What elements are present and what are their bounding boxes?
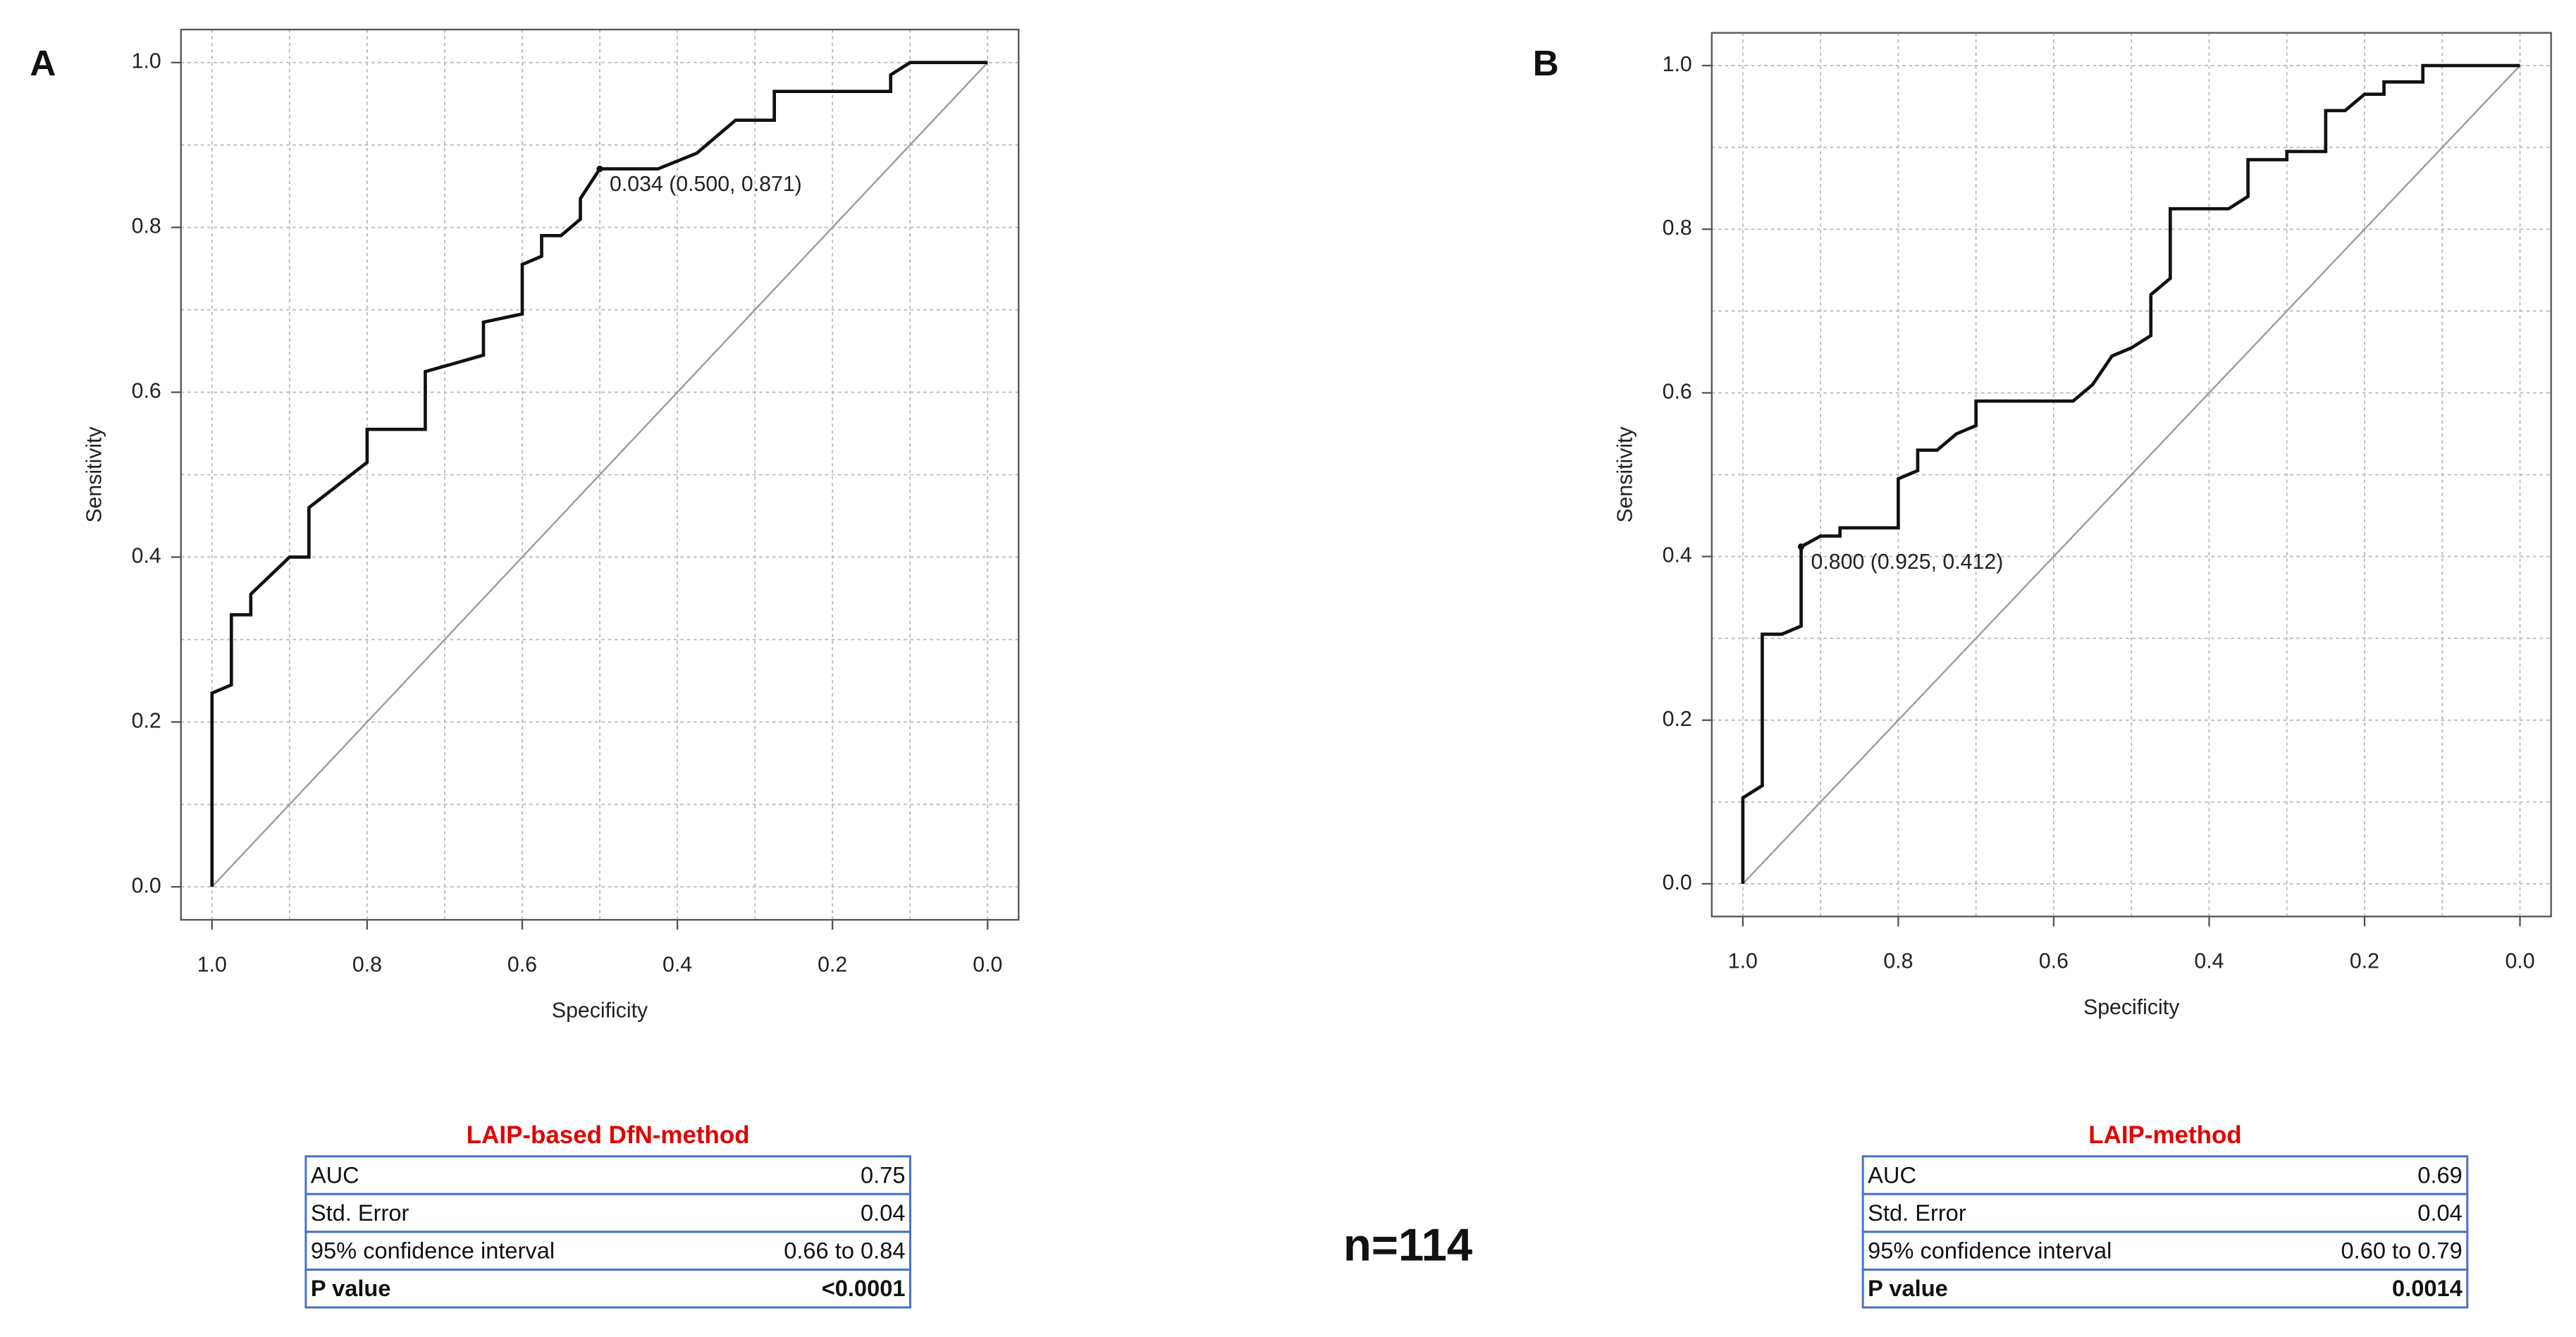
x-axis-title: Specificity	[2083, 996, 2180, 1019]
table-cell: Std. Error	[311, 1200, 409, 1226]
table-cell: 0.04	[2417, 1200, 2462, 1226]
x-tick-label: 0.2	[2350, 950, 2379, 973]
x-tick-label: 0.4	[663, 953, 692, 976]
roc-panel: B 1.0 0.8 0.6 0.4 0.2 0.0 0.0 0.2 0.4 0.6 0.8 1.0 Spe…	[1533, 32, 2552, 1309]
panel-label: A	[30, 43, 56, 83]
cutoff-point	[1797, 543, 1805, 550]
table-cell: 95% confidence interval	[1868, 1238, 2112, 1264]
x-axis-title: Specificity	[552, 999, 648, 1023]
sample-size: n=114	[1343, 1219, 1472, 1270]
roc-panel: A 1.0 0.8 0.6 0.4 0.2 0.0 0.0 0.2 0.4 0.6 0.8 1.0 Spe…	[30, 28, 1020, 1309]
plot-frame	[180, 28, 1020, 921]
y-tick-label: 0.4	[1663, 544, 1692, 567]
x-tick-label: 0.6	[507, 953, 537, 976]
table-row	[1861, 1193, 2469, 1233]
x-tick-label: 1.0	[1728, 950, 1758, 973]
table-row	[1861, 1231, 2469, 1271]
table-cell: <0.0001	[822, 1275, 906, 1301]
table-row	[304, 1268, 912, 1309]
plot-frame	[1711, 32, 2552, 918]
y-tick-label: 0.6	[1663, 380, 1692, 403]
table-cell: 0.69	[2417, 1162, 2462, 1188]
table-row	[304, 1231, 912, 1271]
cutoff-point	[596, 165, 603, 173]
table-cell: P value	[1868, 1275, 1948, 1301]
table-cell: AUC	[1868, 1162, 1916, 1188]
y-tick-label: 0.4	[132, 544, 161, 567]
table-cell: 0.60 to 0.79	[2341, 1238, 2463, 1264]
y-axis-title: Sensitivity	[1614, 426, 1637, 522]
table-title: LAIP-based DfN-method	[467, 1121, 750, 1149]
cutoff-label: 0.800 (0.925, 0.412)	[1811, 550, 2004, 574]
table-cell: P value	[311, 1275, 391, 1301]
panel-label: B	[1533, 43, 1559, 83]
x-tick-label: 1.0	[197, 953, 227, 976]
reference-line	[1742, 65, 2521, 885]
x-tick-label: 0.8	[352, 953, 382, 976]
table-cell: 0.66 to 0.84	[784, 1238, 905, 1264]
table-row	[304, 1155, 912, 1195]
y-tick-label: 0.2	[1663, 708, 1692, 731]
table-row	[1861, 1268, 2469, 1309]
table-cell: 0.75	[861, 1162, 905, 1188]
x-tick-label: 0.8	[1883, 950, 1913, 973]
x-tick-label: 0.2	[818, 953, 847, 976]
x-tick-label: 0.6	[2039, 950, 2069, 973]
x-tick-label: 0.0	[2505, 950, 2534, 973]
table-cell: AUC	[311, 1162, 359, 1188]
y-tick-label: 0.6	[132, 380, 161, 403]
x-tick-label: 0.4	[2194, 950, 2224, 973]
table-title: LAIP-method	[2088, 1121, 2241, 1149]
table-cell: 95% confidence interval	[311, 1238, 555, 1264]
roc-curve	[1741, 63, 2520, 884]
cutoff-label: 0.034 (0.500, 0.871)	[610, 173, 802, 196]
y-tick-label: 0.8	[132, 215, 161, 238]
x-tick-label: 0.0	[973, 953, 1002, 976]
y-tick-label: 1.0	[132, 50, 161, 73]
table-row	[1861, 1155, 2469, 1195]
table-cell: 0.04	[861, 1200, 905, 1226]
y-axis-title: Sensitivity	[83, 426, 106, 522]
reference-line	[211, 61, 989, 888]
table-cell: Std. Error	[1868, 1200, 1966, 1226]
y-tick-label: 0.0	[1663, 871, 1692, 894]
y-tick-label: 0.0	[132, 874, 161, 897]
table-cell: 0.0014	[2392, 1275, 2463, 1301]
roc-curve	[210, 61, 988, 887]
y-tick-label: 0.2	[132, 709, 161, 732]
y-tick-label: 1.0	[1663, 53, 1692, 76]
y-tick-label: 0.8	[1663, 216, 1692, 240]
table-row	[304, 1193, 912, 1233]
